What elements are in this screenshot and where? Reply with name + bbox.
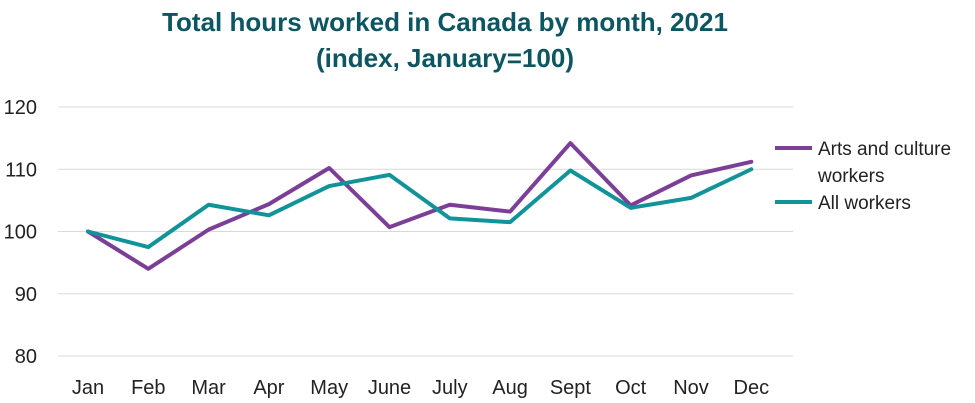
legend: Arts and culture workers All workers: [775, 139, 951, 214]
chart-title-line-1: Total hours worked in Canada by month, 2…: [162, 7, 728, 37]
x-tick-label: Dec: [734, 377, 770, 399]
x-tick-label: July: [432, 377, 468, 399]
y-tick-label: 80: [15, 346, 37, 368]
x-tick-label: Apr: [253, 377, 284, 399]
x-tick-label: May: [310, 377, 348, 399]
x-tick-label: Oct: [615, 377, 647, 399]
x-axis: Jan Feb Mar Apr May June July Aug Sept Oct Nov Dec: [72, 377, 769, 399]
x-tick-label: Aug: [492, 377, 528, 399]
legend-entry: Arts and culture workers: [775, 139, 951, 187]
x-tick-label: Feb: [131, 377, 165, 399]
series-line: [86, 141, 754, 271]
chart-title: Total hours worked in Canada by month, 2…: [0, 4, 890, 76]
x-tick-label: Mar: [191, 377, 226, 399]
x-tick-label: Jan: [72, 377, 104, 399]
x-tick-label: June: [368, 377, 411, 399]
y-tick-label: 110: [5, 159, 37, 181]
legend-label: workers: [817, 166, 885, 187]
y-tick-label: 120: [4, 97, 37, 119]
chart-title-line-2: (index, January=100): [316, 43, 574, 73]
gridlines: [58, 106, 793, 357]
series-lines: [86, 141, 754, 271]
y-tick-label: 100: [4, 222, 37, 244]
legend-label: Arts and culture: [818, 139, 951, 160]
x-tick-label: Nov: [673, 377, 709, 399]
y-tick-label: 90: [15, 284, 37, 306]
y-axis: 80 90 100 110 120: [4, 97, 37, 368]
legend-entry: All workers: [775, 193, 911, 214]
legend-label: All workers: [818, 193, 911, 214]
series-line: [86, 167, 754, 250]
x-tick-label: Sept: [550, 377, 592, 399]
